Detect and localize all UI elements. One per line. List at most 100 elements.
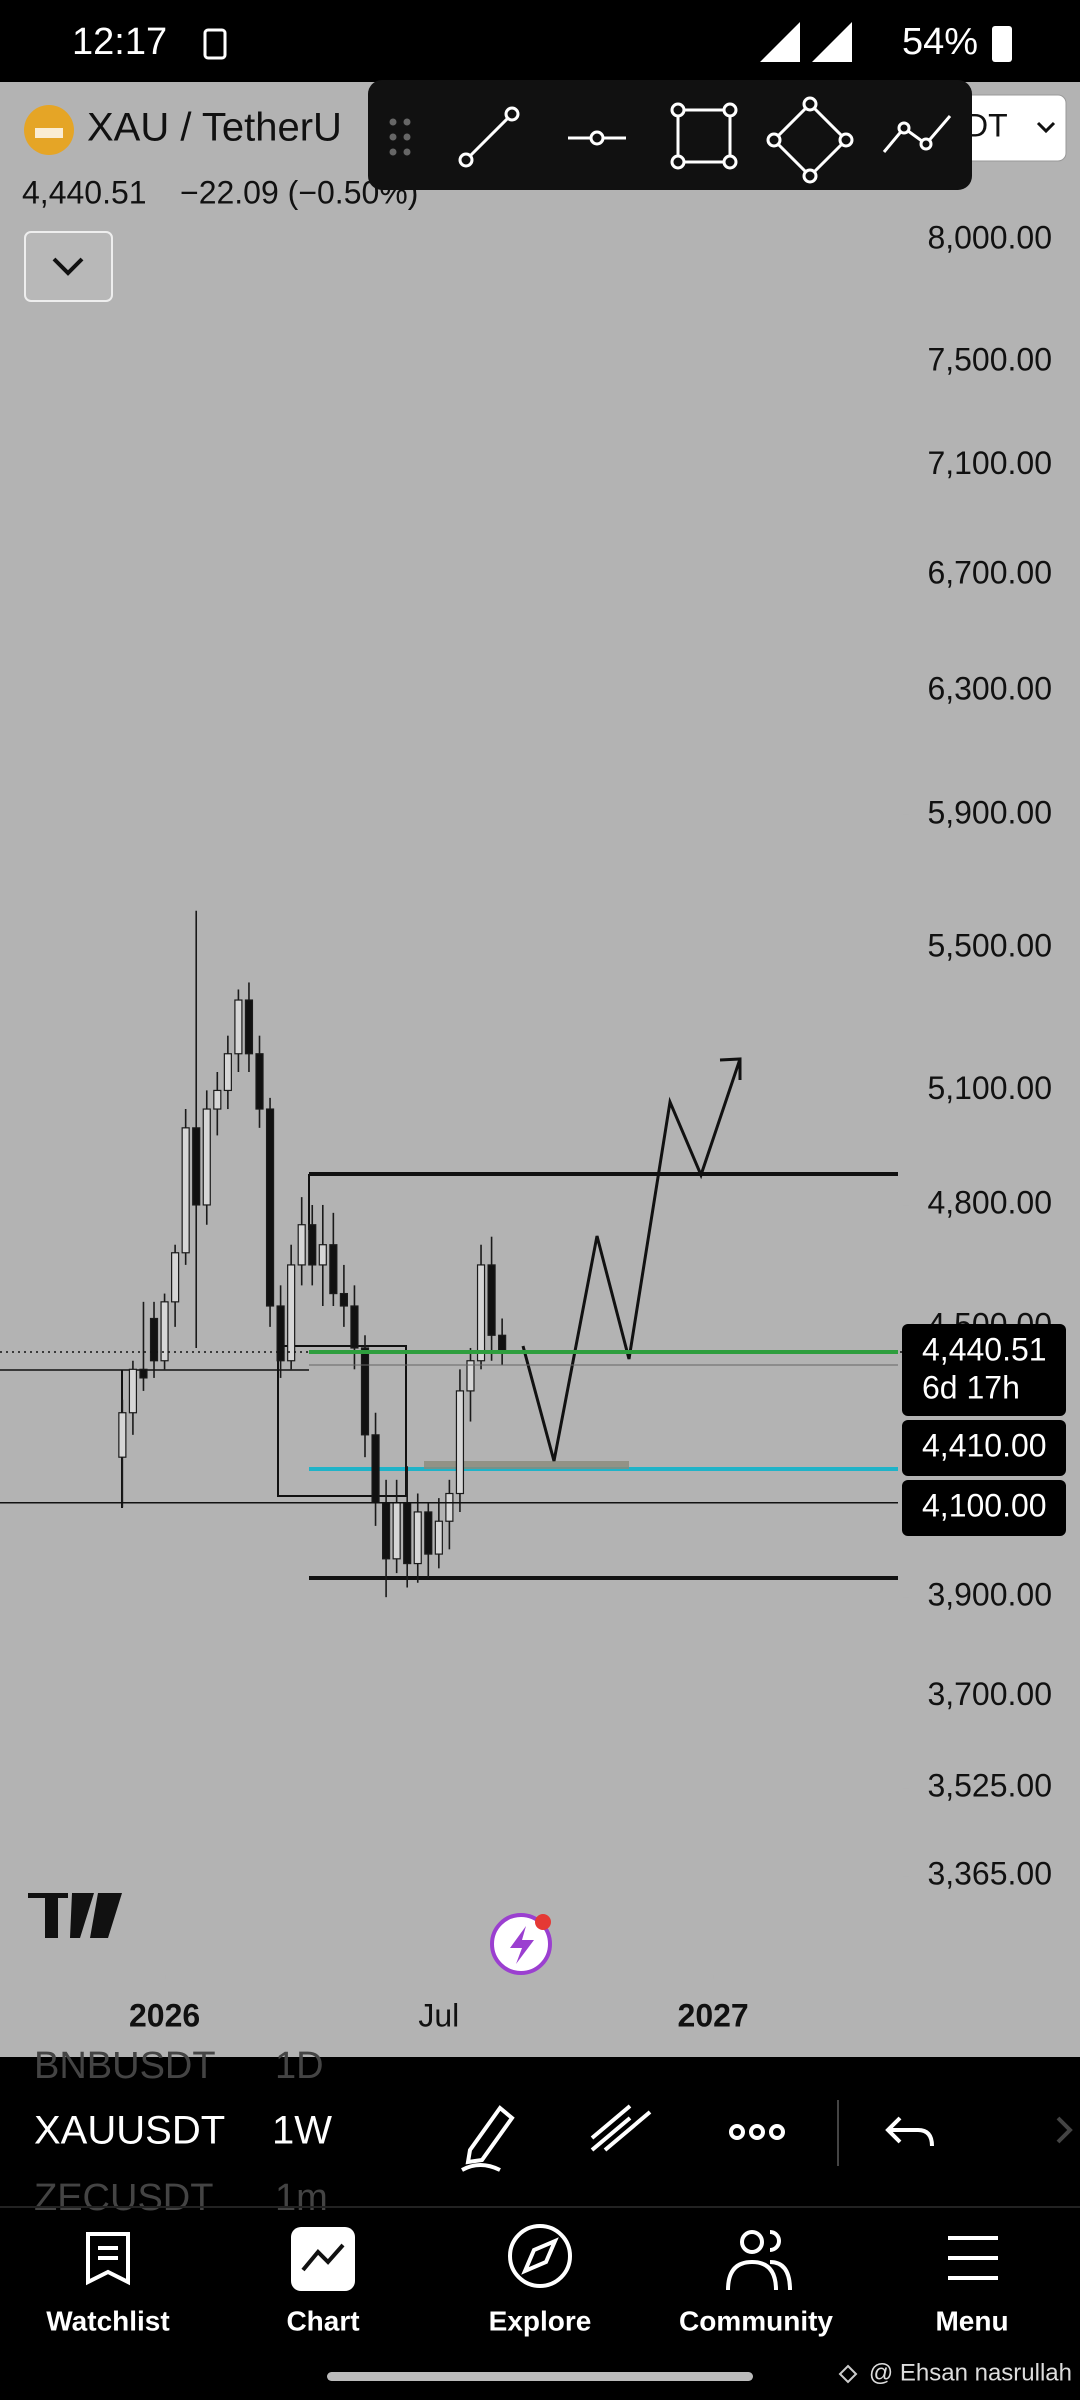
candle-body bbox=[455, 1390, 465, 1495]
price-label: 4,410.00 bbox=[922, 1427, 1047, 1463]
candle-body bbox=[381, 1502, 391, 1560]
explore-needle bbox=[521, 2237, 559, 2275]
candle-body bbox=[403, 1502, 412, 1565]
last-price: 4,440.51 bbox=[22, 174, 147, 210]
candle-body bbox=[424, 1511, 433, 1555]
candles bbox=[118, 910, 507, 1598]
candle-body bbox=[392, 1502, 401, 1560]
redo-button[interactable] bbox=[1056, 2116, 1073, 2144]
trend-line-tool[interactable] bbox=[458, 106, 520, 168]
symbol-name[interactable]: XAU / TetherU bbox=[87, 106, 342, 150]
community-icon[interactable] bbox=[726, 2230, 792, 2291]
drawing-toolbar bbox=[368, 80, 972, 190]
candle-body bbox=[265, 1108, 275, 1307]
y-tick-label: 3,900.00 bbox=[927, 1577, 1052, 1613]
nav-label[interactable]: Explore bbox=[489, 2305, 592, 2336]
y-tick-label: 6,300.00 bbox=[927, 671, 1052, 707]
candle-body bbox=[476, 1264, 486, 1362]
x-tick-label: 2026 bbox=[129, 1997, 200, 2033]
expand-button[interactable] bbox=[24, 231, 113, 302]
chart-area bbox=[0, 82, 1080, 2057]
y-tick-label: 4,800.00 bbox=[927, 1184, 1052, 1220]
undo-button[interactable] bbox=[885, 2116, 934, 2147]
candle-body bbox=[487, 1264, 496, 1336]
y-tick-label: 8,000.00 bbox=[927, 219, 1052, 255]
signal-icon bbox=[760, 22, 852, 62]
candle-body bbox=[434, 1520, 443, 1555]
candle-body bbox=[339, 1292, 348, 1307]
x-tick-label: Jul bbox=[418, 1997, 459, 2033]
price-axis: 8,000.00 7,500.00 7,100.00 6,700.00 6,300.00… bbox=[903, 219, 1052, 1891]
candle-body bbox=[371, 1434, 380, 1504]
price-label-box bbox=[902, 1420, 1066, 1477]
symbol-option[interactable]: ZECUSDT bbox=[34, 2177, 213, 2219]
price-label: 4,440.51 bbox=[922, 1331, 1047, 1367]
rotated-rectangle-tool[interactable] bbox=[766, 96, 854, 184]
currency-label[interactable]: DT bbox=[965, 107, 1008, 143]
projection-arrowhead bbox=[719, 1057, 742, 1080]
candle-body bbox=[244, 999, 254, 1055]
y-tick-label: 7,500.00 bbox=[927, 341, 1052, 377]
more-button[interactable] bbox=[729, 2124, 785, 2140]
flash-icon bbox=[510, 1926, 534, 1964]
price-label-box bbox=[902, 1324, 1066, 1417]
nav-label[interactable]: Watchlist bbox=[46, 2305, 169, 2336]
y-tick-label: 7,100.00 bbox=[927, 445, 1052, 481]
candle-body bbox=[149, 1317, 159, 1362]
candle-body bbox=[318, 1244, 327, 1266]
candle-body bbox=[160, 1301, 169, 1362]
candle-body bbox=[350, 1305, 359, 1349]
candle-body bbox=[128, 1368, 138, 1414]
interval-option[interactable]: 1m bbox=[275, 2177, 328, 2219]
candle-body bbox=[118, 1412, 127, 1458]
battery-icon bbox=[992, 26, 1012, 62]
y-tick-label: 5,900.00 bbox=[927, 795, 1052, 831]
y-tick-label: 5,500.00 bbox=[927, 927, 1052, 963]
candle-body bbox=[181, 1127, 190, 1254]
bar-countdown: 6d 17h bbox=[922, 1369, 1020, 1405]
currency-caret bbox=[1036, 121, 1056, 134]
candle-body bbox=[297, 1224, 306, 1266]
candle-body bbox=[213, 1089, 222, 1110]
candle-body bbox=[308, 1224, 317, 1266]
rectangle-tool[interactable] bbox=[670, 102, 738, 170]
time-axis: 2026 Jul 2027 bbox=[129, 1975, 749, 2033]
x-tick-label: 2027 bbox=[678, 1997, 749, 2033]
explore-icon[interactable] bbox=[508, 2224, 572, 2288]
y-tick-label: 6,700.00 bbox=[927, 554, 1052, 590]
status-bar bbox=[0, 0, 1080, 82]
nav-label[interactable]: Community bbox=[679, 2305, 833, 2336]
price-label-box bbox=[902, 1480, 1066, 1537]
candle-body bbox=[223, 1053, 232, 1092]
home-indicator bbox=[327, 2372, 753, 2381]
candle-body bbox=[445, 1492, 454, 1522]
indicators-button[interactable] bbox=[590, 2104, 652, 2152]
symbol-option[interactable]: BNBUSDT bbox=[34, 2045, 216, 2087]
nav-label[interactable]: Menu bbox=[935, 2305, 1008, 2336]
horizontal-ray-tool[interactable] bbox=[568, 130, 626, 146]
interval-option[interactable]: 1D bbox=[275, 2045, 324, 2087]
y-tick-label: 3,700.00 bbox=[927, 1676, 1052, 1712]
candle-body bbox=[171, 1252, 180, 1303]
current-interval[interactable]: 1W bbox=[272, 2109, 332, 2153]
menu-icon[interactable] bbox=[948, 2236, 998, 2280]
watermark-icon bbox=[838, 2364, 858, 2384]
candle-body bbox=[255, 1053, 264, 1110]
nav-label[interactable]: Chart bbox=[286, 2305, 359, 2336]
watchlist-icon[interactable] bbox=[86, 2232, 130, 2286]
y-tick-label: 3,365.00 bbox=[927, 1855, 1052, 1891]
current-symbol[interactable]: XAUUSDT bbox=[34, 2109, 225, 2153]
candle-body bbox=[360, 1347, 370, 1436]
y-tick-label: 5,100.00 bbox=[927, 1070, 1052, 1106]
draw-button[interactable] bbox=[461, 2105, 515, 2172]
candle-body bbox=[413, 1511, 422, 1565]
candle-body bbox=[192, 1127, 201, 1206]
candle-body bbox=[139, 1368, 148, 1379]
path-tool[interactable] bbox=[882, 115, 952, 153]
drawn-rectangle bbox=[277, 1345, 407, 1497]
candle-body bbox=[202, 1108, 211, 1206]
candle-body bbox=[329, 1244, 338, 1295]
tradingview-logo bbox=[28, 1893, 122, 1938]
